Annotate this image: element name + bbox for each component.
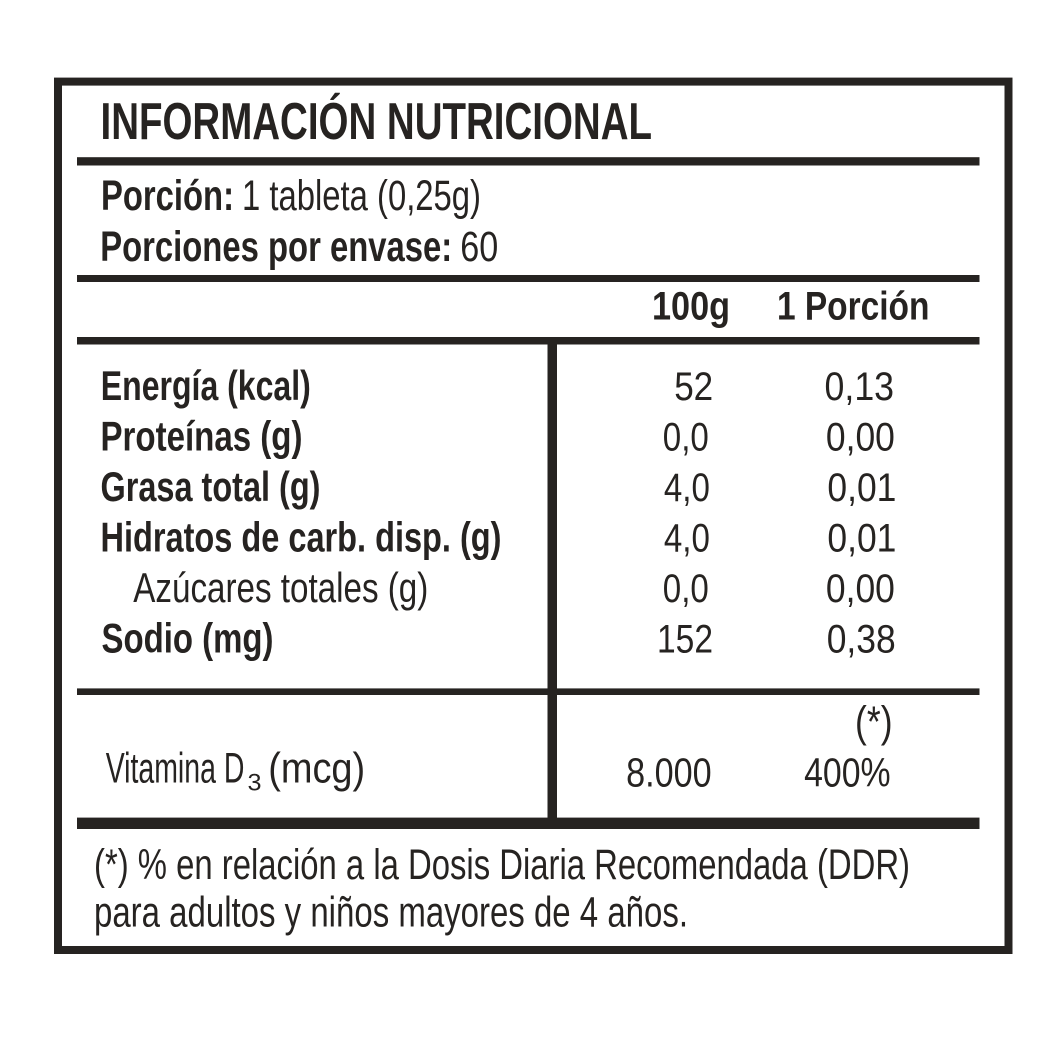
- svg-text:para adultos y niños mayores d: para adultos y niños mayores de 4 años.: [94, 889, 688, 937]
- svg-text:100g: 100g: [652, 285, 730, 329]
- svg-text:52: 52: [674, 365, 713, 409]
- svg-text:0,01: 0,01: [827, 466, 896, 510]
- svg-text:Hidratos de carb. disp. (g): Hidratos de carb. disp. (g): [101, 514, 502, 561]
- svg-text:Azúcares totales (g): Azúcares totales (g): [133, 564, 428, 611]
- svg-text:0,38: 0,38: [827, 618, 896, 662]
- svg-text:Proteínas (g): Proteínas (g): [101, 413, 303, 460]
- svg-text:(*): (*): [855, 698, 893, 747]
- svg-text:Sodio (mg): Sodio (mg): [102, 615, 274, 662]
- svg-text:60: 60: [460, 223, 498, 271]
- svg-text:Porciones por envase:: Porciones por envase:: [100, 223, 452, 271]
- svg-text:152: 152: [657, 618, 713, 662]
- svg-text:0,0: 0,0: [663, 567, 709, 611]
- svg-text:3: 3: [248, 770, 262, 797]
- svg-text:1 Porción: 1 Porción: [777, 285, 930, 329]
- svg-text:0,13: 0,13: [825, 365, 895, 409]
- svg-text:INFORMACIÓN NUTRICIONAL: INFORMACIÓN NUTRICIONAL: [101, 92, 653, 150]
- svg-text:Porción:: Porción:: [101, 172, 234, 220]
- svg-text:8.000: 8.000: [626, 750, 712, 796]
- svg-text:0,01: 0,01: [827, 517, 896, 561]
- svg-text:0,00: 0,00: [826, 567, 895, 611]
- svg-text:(mcg): (mcg): [268, 745, 365, 793]
- svg-text:Energía (kcal): Energía (kcal): [101, 362, 311, 409]
- svg-text:4,0: 4,0: [664, 466, 710, 510]
- svg-text:Grasa total (g): Grasa total (g): [101, 463, 321, 510]
- svg-text:400%: 400%: [804, 750, 891, 796]
- svg-text:0,00: 0,00: [826, 416, 895, 460]
- svg-text:4,0: 4,0: [664, 517, 710, 561]
- svg-text:0,0: 0,0: [663, 416, 709, 460]
- svg-text:Vitamina D: Vitamina D: [106, 745, 245, 793]
- svg-text:1 tableta (0,25g): 1 tableta (0,25g): [242, 172, 481, 220]
- svg-text:(*) % en relación a la Dosis D: (*) % en relación a la Dosis Diaria Reco…: [94, 841, 910, 889]
